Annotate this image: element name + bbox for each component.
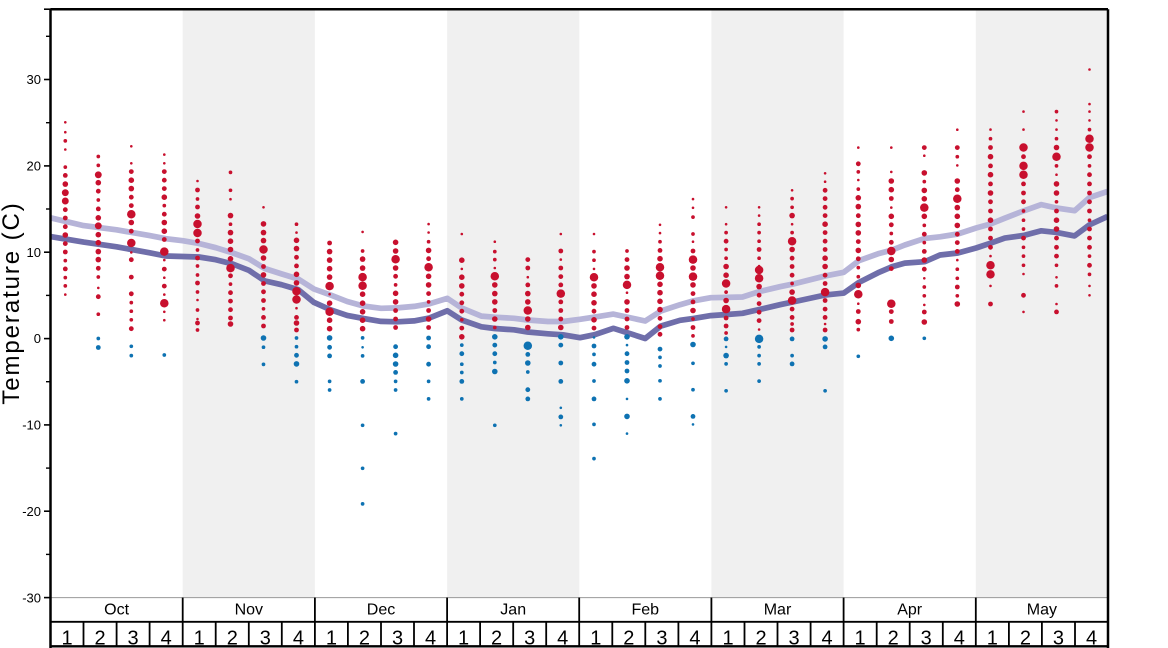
svg-text:Mar: Mar	[764, 602, 792, 619]
svg-text:1: 1	[987, 627, 998, 648]
svg-text:3: 3	[1053, 627, 1064, 648]
svg-text:4: 4	[1086, 627, 1097, 648]
svg-text:4: 4	[425, 627, 436, 648]
svg-text:4: 4	[954, 627, 965, 648]
svg-text:3: 3	[524, 627, 535, 648]
svg-text:4: 4	[161, 627, 172, 648]
svg-text:Feb: Feb	[632, 602, 660, 619]
svg-text:Jan: Jan	[500, 602, 526, 619]
svg-text:4: 4	[822, 627, 833, 648]
svg-text:Dec: Dec	[367, 602, 395, 619]
svg-text:30: 30	[27, 72, 41, 87]
svg-text:2: 2	[491, 627, 502, 648]
svg-text:0: 0	[34, 331, 41, 346]
svg-text:1: 1	[722, 627, 733, 648]
svg-text:3: 3	[392, 627, 403, 648]
svg-text:Apr: Apr	[897, 602, 923, 619]
svg-text:Nov: Nov	[235, 602, 263, 619]
svg-text:2: 2	[623, 627, 634, 648]
svg-text:4: 4	[689, 627, 700, 648]
svg-text:Temperature (C): Temperature (C)	[0, 201, 25, 404]
svg-text:-30: -30	[22, 590, 41, 605]
svg-text:2: 2	[359, 627, 370, 648]
svg-text:1: 1	[326, 627, 337, 648]
svg-text:-10: -10	[22, 418, 41, 433]
svg-text:1: 1	[194, 627, 205, 648]
svg-text:1: 1	[458, 627, 469, 648]
svg-text:2: 2	[227, 627, 238, 648]
svg-text:4: 4	[557, 627, 568, 648]
svg-text:2: 2	[1020, 627, 1031, 648]
svg-text:2: 2	[95, 627, 106, 648]
svg-text:2: 2	[888, 627, 899, 648]
svg-text:-20: -20	[22, 504, 41, 519]
svg-text:3: 3	[789, 627, 800, 648]
svg-text:3: 3	[921, 627, 932, 648]
svg-text:May: May	[1027, 602, 1057, 619]
svg-text:3: 3	[128, 627, 139, 648]
svg-text:Oct: Oct	[104, 602, 129, 619]
svg-text:10: 10	[27, 245, 41, 260]
svg-text:1: 1	[590, 627, 601, 648]
svg-text:3: 3	[656, 627, 667, 648]
svg-text:3: 3	[260, 627, 271, 648]
svg-text:1: 1	[855, 627, 866, 648]
svg-text:2: 2	[755, 627, 766, 648]
svg-text:4: 4	[293, 627, 304, 648]
svg-text:20: 20	[27, 159, 41, 174]
svg-text:1: 1	[61, 627, 72, 648]
